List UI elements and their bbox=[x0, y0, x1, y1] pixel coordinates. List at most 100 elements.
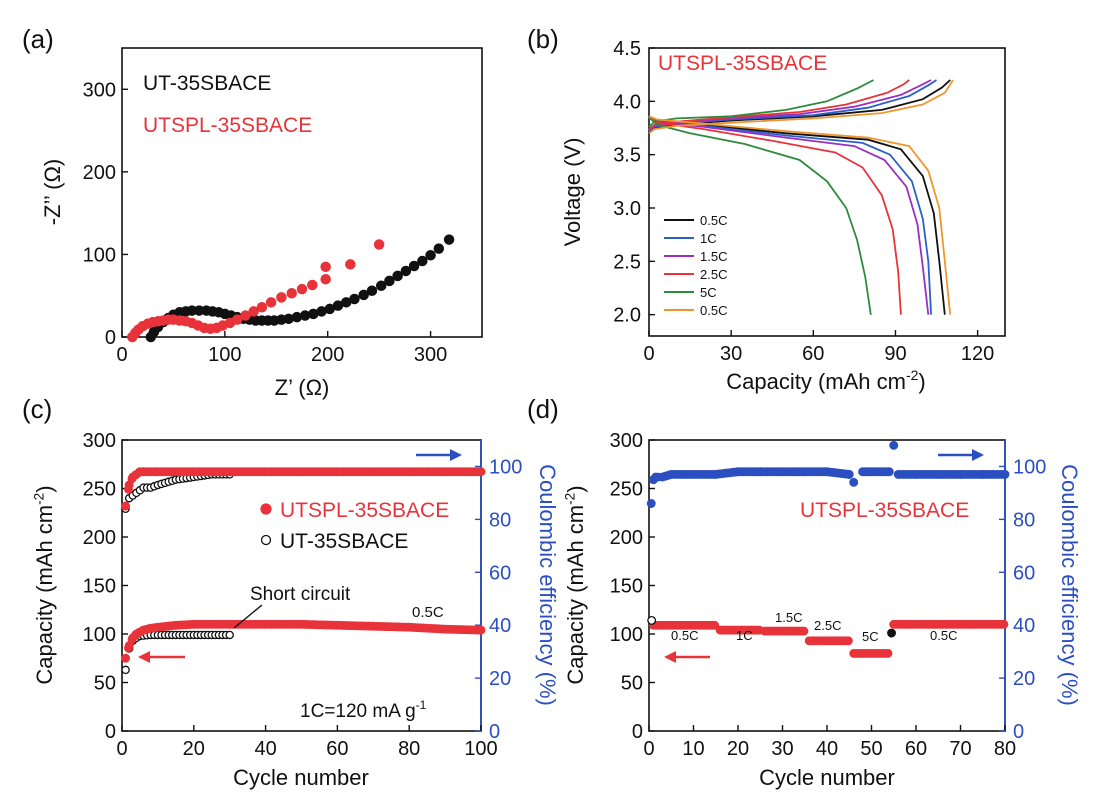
ut-35sbace-capacity-point bbox=[121, 665, 130, 675]
x-axis-label-end: ) bbox=[918, 369, 925, 394]
plot-frame bbox=[121, 47, 483, 338]
annotation-utspl-35sbace: UTSPL-35SBACE bbox=[800, 499, 969, 522]
efficiency-point bbox=[849, 477, 859, 487]
rate-label-3: 2.5C bbox=[814, 618, 841, 633]
y-tick-label: 3.0 bbox=[613, 198, 641, 220]
discharge-curve-0 bbox=[648, 116, 946, 315]
utspl-35sbace-point bbox=[240, 310, 251, 321]
capacity-transition-point bbox=[887, 628, 896, 638]
y-axis-label: Voltage (V) bbox=[560, 138, 585, 247]
short-circuit-pointer bbox=[233, 604, 263, 629]
y-axis-label-end: ) bbox=[32, 485, 57, 492]
utspl-35sbace-point bbox=[320, 261, 331, 273]
ut-35sbace-point bbox=[366, 285, 378, 297]
y-tick-label: 0 bbox=[105, 327, 116, 349]
panel-label-a: (a) bbox=[22, 24, 54, 54]
y2-tick-label: 80 bbox=[1013, 509, 1035, 531]
x-tick-label: 300 bbox=[414, 344, 447, 366]
y-tick-label: 300 bbox=[83, 430, 116, 452]
y2-tick-label: 40 bbox=[1013, 615, 1035, 637]
utspl-35sbace-point bbox=[307, 279, 318, 291]
utspl-35sbace-capacity-point bbox=[121, 653, 131, 663]
annotation-rate: 0.5C bbox=[412, 604, 444, 621]
rate-label-0: 0.5C bbox=[671, 628, 698, 643]
x-axis-label: Z’ (Ω) bbox=[275, 375, 330, 400]
y-tick-label: 4.0 bbox=[613, 91, 641, 113]
capacity-first-point bbox=[647, 615, 657, 625]
y-tick-label: 50 bbox=[94, 673, 116, 695]
legend-label-4: 5C bbox=[700, 285, 717, 300]
annotation-1c-sup: -1 bbox=[416, 698, 427, 712]
panel-d: (d)0 10 20 30 40 50 60 70 8005010015020025030002… bbox=[527, 394, 1082, 790]
x-tick-label: 60 bbox=[326, 738, 348, 760]
panel-label-b: (b) bbox=[527, 24, 559, 54]
utspl-35sbace-point bbox=[248, 306, 259, 317]
annotation-1c-definition: 1C=120 mA g-1 bbox=[300, 698, 427, 722]
rate-label-1: 1C bbox=[736, 628, 753, 643]
arrow-left-axis-head bbox=[138, 651, 150, 663]
utspl-35sbace-point bbox=[373, 239, 385, 250]
y2-tick-label: 0 bbox=[489, 721, 500, 743]
ut-35sbace-point bbox=[384, 275, 395, 287]
annotation-utspl-35sbace: UTSPL-35SBACE bbox=[658, 52, 827, 75]
x-tick-label: 120 bbox=[961, 343, 994, 365]
x-tick-label: 60 bbox=[802, 343, 824, 365]
y-tick-label: 0 bbox=[105, 721, 116, 743]
ut-35sbace-point bbox=[417, 255, 428, 267]
legend-label-2: 1.5C bbox=[700, 249, 727, 264]
y-axis-label-end: ) bbox=[563, 485, 588, 492]
x-axis-label: Cycle number bbox=[233, 765, 369, 790]
panel-label-c: (c) bbox=[22, 394, 52, 424]
utspl-35sbace-efficiency-point bbox=[121, 501, 131, 511]
x-tick-label: 30 bbox=[720, 343, 742, 365]
discharge-curve-3 bbox=[648, 115, 902, 315]
y-tick-label: 250 bbox=[610, 479, 643, 501]
y-axis-label-sup: -2 bbox=[32, 493, 47, 505]
legend-ut-35sbace: UT-35SBACE bbox=[143, 72, 271, 95]
annotation-short-circuit: Short circuit bbox=[250, 584, 351, 605]
panel-c: (c)0 20 40 60 80 1000501001502002503000204060… bbox=[22, 394, 560, 790]
utspl-35sbace-efficiency-point bbox=[476, 467, 486, 477]
y-axis-label-main: Voltage (V) bbox=[560, 138, 585, 247]
y-tick-label: 0 bbox=[632, 721, 643, 743]
y-tick-label: 300 bbox=[610, 430, 643, 452]
arrow-left-axis-head bbox=[664, 651, 676, 663]
annotation-1c-main: 1C=120 mA g bbox=[300, 701, 416, 722]
charge-curve-4 bbox=[648, 79, 875, 128]
x-axis-label-main: Capacity (mAh cm bbox=[726, 369, 906, 394]
ut-35sbace-point bbox=[349, 293, 360, 305]
x-tick-label: 20 bbox=[727, 738, 749, 760]
utspl-35sbace-point bbox=[276, 292, 287, 303]
capacity-point bbox=[843, 636, 853, 646]
y-tick-label: 200 bbox=[610, 527, 643, 549]
rate-label-5: 0.5C bbox=[930, 628, 957, 643]
x-tick-label: 90 bbox=[884, 343, 906, 365]
y2-axis-label: Coulombic efficiency (%) bbox=[1057, 464, 1082, 706]
y-tick-label: 100 bbox=[610, 624, 643, 646]
charge-curve-0 bbox=[648, 79, 951, 134]
y-axis-label: -Z’’ (Ω) bbox=[40, 159, 65, 226]
x-tick-label: 50 bbox=[860, 738, 882, 760]
efficiency-point bbox=[884, 467, 894, 477]
utspl-35sbace-point bbox=[231, 314, 243, 325]
x-tick-label: 100 bbox=[208, 344, 241, 366]
panel-b: (b) 0 30 60 90 120 2.0 2.5 3.0 3.5 4.0 4.5 UTSPL-35S… bbox=[527, 24, 1006, 394]
x-axis-label: Capacity (mAh cm-2) bbox=[726, 367, 926, 394]
y2-tick-label: 60 bbox=[1013, 562, 1035, 584]
arrow-right-axis-head bbox=[450, 449, 462, 461]
plot-frame bbox=[648, 47, 1006, 337]
efficiency-point bbox=[646, 499, 656, 508]
legend-utspl-35sbace: UTSPL-35SBACE bbox=[280, 499, 449, 522]
capacity-point bbox=[999, 619, 1009, 629]
x-tick-label: 40 bbox=[254, 738, 276, 760]
y-tick-label: 3.5 bbox=[613, 145, 641, 167]
legend-marker-ut bbox=[260, 534, 272, 546]
rate-label-2: 1.5C bbox=[775, 610, 802, 625]
ut-35sbace-point bbox=[425, 250, 436, 261]
x-tick-label: 80 bbox=[994, 738, 1016, 760]
capacity-point bbox=[710, 620, 720, 630]
legend-marker-utspl bbox=[260, 503, 272, 515]
legend-label-5: 0.5C bbox=[700, 303, 727, 318]
x-tick-label: 30 bbox=[771, 738, 793, 760]
